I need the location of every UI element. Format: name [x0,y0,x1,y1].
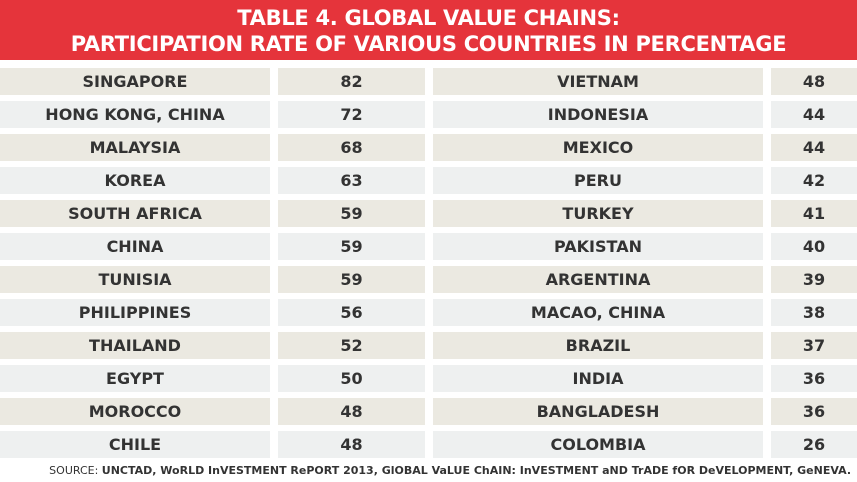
table-row: TUNISIA 59 ARGENTINA 39 [0,266,857,293]
country-cell: INDIA [433,365,763,392]
source-text: UNCTAD, WoRLD InVESTMENT RePORT 2013, Gl… [101,464,851,477]
value-cell: 44 [771,101,857,128]
country-cell: TURKEY [433,200,763,227]
value-cell: 68 [278,134,425,161]
country-cell: VIETNAM [433,68,763,95]
country-cell: PHILIPPINES [0,299,270,326]
value-cell: 41 [771,200,857,227]
country-cell: EGYPT [0,365,270,392]
country-cell: COLOMBIA [433,431,763,458]
value-cell: 59 [278,200,425,227]
value-cell: 26 [771,431,857,458]
country-cell: SINGAPORE [0,68,270,95]
table-title: TABLE 4. GLOBAL VALUE CHAINS: PARTICIPAT… [0,0,857,60]
table-row: MALAYSIA 68 MEXICO 44 [0,134,857,161]
value-cell: 72 [278,101,425,128]
country-cell: BRAZIL [433,332,763,359]
value-cell: 52 [278,332,425,359]
country-cell: MOROCCO [0,398,270,425]
country-cell: MEXICO [433,134,763,161]
table-row: KOREA 63 PERU 42 [0,167,857,194]
value-cell: 42 [771,167,857,194]
country-cell: CHINA [0,233,270,260]
title-line-1: TABLE 4. GLOBAL VALUE CHAINS: [237,6,620,30]
value-cell: 63 [278,167,425,194]
value-cell: 48 [278,398,425,425]
country-cell: SOUTH AFRICA [0,200,270,227]
country-cell: MALAYSIA [0,134,270,161]
country-cell: CHILE [0,431,270,458]
country-cell: THAILAND [0,332,270,359]
source-note: SOURCE: UNCTAD, WoRLD InVESTMENT RePORT … [0,463,851,479]
country-cell: BANGLADESH [433,398,763,425]
table-row: EGYPT 50 INDIA 36 [0,365,857,392]
country-cell: KOREA [0,167,270,194]
value-cell: 39 [771,266,857,293]
value-cell: 36 [771,398,857,425]
value-cell: 36 [771,365,857,392]
value-cell: 40 [771,233,857,260]
value-cell: 56 [278,299,425,326]
country-cell: TUNISIA [0,266,270,293]
value-cell: 37 [771,332,857,359]
country-cell: PERU [433,167,763,194]
source-label: SOURCE: [49,464,99,477]
country-cell: MACAO, CHINA [433,299,763,326]
value-cell: 44 [771,134,857,161]
country-cell: INDONESIA [433,101,763,128]
value-cell: 38 [771,299,857,326]
value-cell: 82 [278,68,425,95]
country-cell: HONG KONG, CHINA [0,101,270,128]
table-row: CHILE 48 COLOMBIA 26 [0,431,857,458]
table-row: MOROCCO 48 BANGLADESH 36 [0,398,857,425]
value-cell: 48 [771,68,857,95]
table-row: THAILAND 52 BRAZIL 37 [0,332,857,359]
table-row: SINGAPORE 82 VIETNAM 48 [0,68,857,95]
table-row: HONG KONG, CHINA 72 INDONESIA 44 [0,101,857,128]
table-row: SOUTH AFRICA 59 TURKEY 41 [0,200,857,227]
value-cell: 59 [278,266,425,293]
value-cell: 48 [278,431,425,458]
country-cell: ARGENTINA [433,266,763,293]
title-line-2: PARTICIPATION RATE OF VARIOUS COUNTRIES … [70,32,787,56]
value-cell: 50 [278,365,425,392]
country-cell: PAKISTAN [433,233,763,260]
value-cell: 59 [278,233,425,260]
table-row: CHINA 59 PAKISTAN 40 [0,233,857,260]
table-row: PHILIPPINES 56 MACAO, CHINA 38 [0,299,857,326]
